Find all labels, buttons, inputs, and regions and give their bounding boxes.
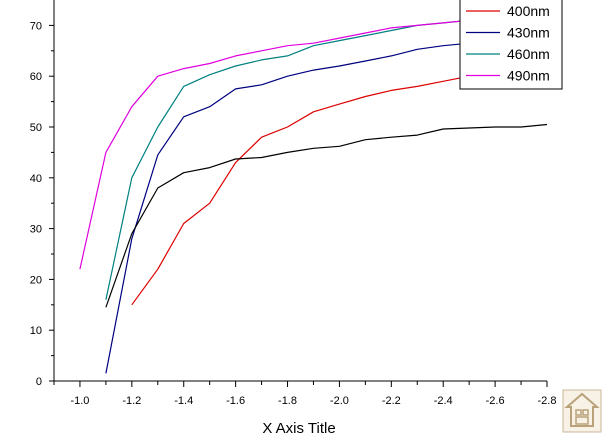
series-line-unlabeled bbox=[105, 123, 548, 308]
y-tick-label: 10 bbox=[30, 325, 42, 337]
series-line-430nm bbox=[105, 35, 522, 374]
x-tick-label: -2.6 bbox=[486, 395, 505, 407]
legend: 400nm 430nm 460nm 490nm bbox=[459, 0, 563, 90]
x-tick-label: -1.8 bbox=[278, 395, 297, 407]
series-line-490nm bbox=[79, 14, 496, 270]
x-tick-label: -1.4 bbox=[174, 395, 193, 407]
x-tick-label: -1.0 bbox=[70, 395, 89, 407]
x-tick-label: -2.4 bbox=[434, 395, 453, 407]
series-line-400nm bbox=[131, 65, 522, 306]
legend-label-490nm: 490nm bbox=[507, 68, 550, 84]
x-tick-label: -2.2 bbox=[382, 395, 401, 407]
series-layer bbox=[79, 14, 548, 374]
x-axis-title: X Axis Title bbox=[262, 420, 335, 437]
legend-label-430nm: 430nm bbox=[507, 25, 550, 41]
x-tick-label: -2.8 bbox=[538, 395, 557, 407]
y-tick-label: 20 bbox=[30, 274, 42, 286]
y-tick-label: 30 bbox=[30, 224, 42, 236]
y-tick-label: 0 bbox=[36, 376, 42, 388]
x-tick-label: -2.0 bbox=[330, 395, 349, 407]
legend-box bbox=[459, 0, 563, 90]
house-logo-icon bbox=[562, 389, 602, 433]
y-tick-label: 40 bbox=[30, 173, 42, 185]
y-tick-label: 60 bbox=[30, 71, 42, 83]
legend-label-400nm: 400nm bbox=[507, 3, 550, 19]
axes-layer: 0 10 20 30 40 50 60 70 -1.0 -1.2 -1.4 -1.6 -1.8 -2.0 -… bbox=[30, 0, 557, 407]
x-tick-label: -1.2 bbox=[122, 395, 141, 407]
y-tick-label: 70 bbox=[30, 20, 42, 32]
x-tick-label: -1.6 bbox=[226, 395, 245, 407]
y-tick-label: 50 bbox=[30, 122, 42, 134]
legend-label-460nm: 460nm bbox=[507, 46, 550, 62]
